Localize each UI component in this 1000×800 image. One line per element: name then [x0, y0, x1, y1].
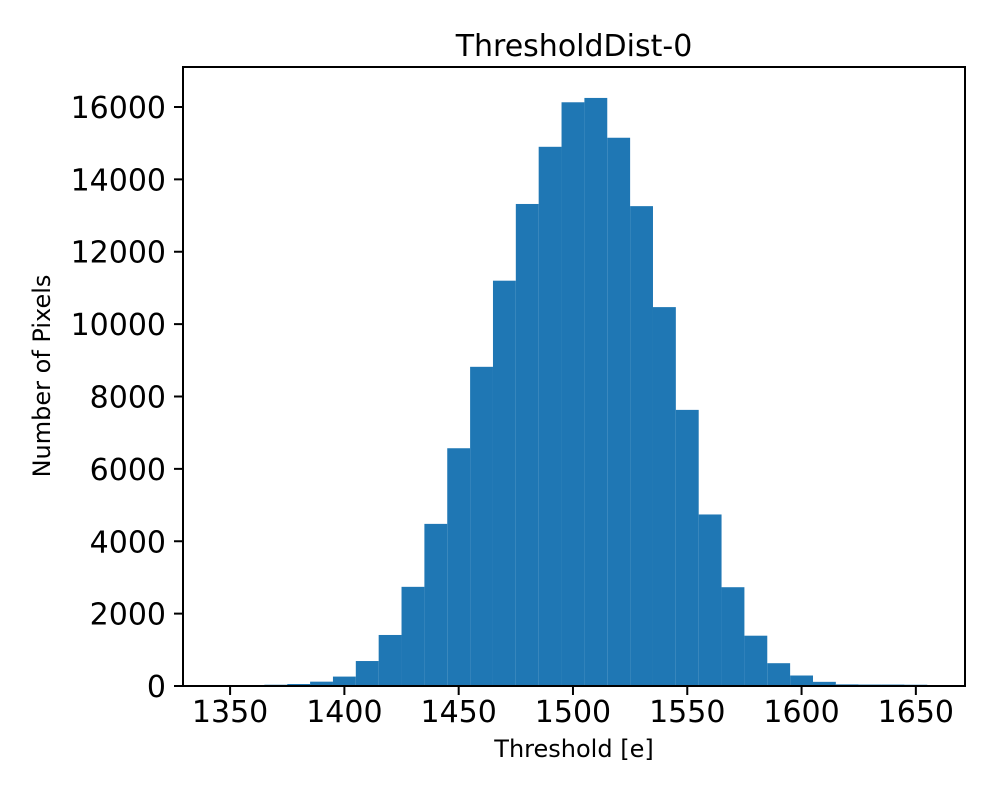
- histogram-bar: [355, 661, 379, 686]
- x-axis-label: Threshold [e]: [493, 735, 653, 763]
- histogram-bar: [630, 206, 653, 686]
- histogram-bar: [401, 586, 425, 686]
- x-tick-label: 1500: [535, 695, 611, 730]
- histogram-bar: [378, 634, 402, 686]
- histogram-bar: [492, 280, 516, 686]
- histogram-bar: [607, 137, 631, 686]
- histogram-bar: [721, 587, 745, 686]
- y-axis-label: Number of Pixels: [28, 275, 56, 478]
- x-tick-label: 1400: [306, 695, 382, 730]
- histogram-bar: [470, 366, 493, 686]
- y-tick-label: 14000: [71, 163, 166, 198]
- histogram-bar: [310, 681, 333, 686]
- x-tick-label: 1650: [878, 695, 954, 730]
- x-tick-label: 1550: [649, 695, 725, 730]
- histogram-bar: [332, 676, 356, 686]
- histogram-bar: [675, 409, 699, 686]
- x-tick-label: 1450: [421, 695, 497, 730]
- y-tick-label: 0: [147, 670, 166, 705]
- histogram-bar: [812, 681, 836, 686]
- histogram-bar: [561, 102, 585, 686]
- histogram-bar: [424, 523, 448, 686]
- chart-title: ThresholdDist-0: [455, 29, 693, 64]
- histogram-bar: [744, 635, 768, 686]
- x-tick-label: 1350: [192, 695, 268, 730]
- y-tick-label: 10000: [71, 308, 166, 343]
- x-axis-ticks: 1350 1400 1450 1500 1550 1600 1650: [192, 686, 954, 730]
- histogram-bar: [538, 146, 562, 687]
- plot-frame: [182, 66, 966, 687]
- histogram-bar: [652, 307, 676, 686]
- histogram-bar: [790, 675, 813, 686]
- y-tick-label: 2000: [90, 598, 166, 633]
- y-axis-ticks: 0 2000 4000 6000 8000 10000 12000 14000 16000: [71, 91, 183, 705]
- y-tick-label: 8000: [90, 380, 166, 415]
- y-tick-label: 6000: [90, 453, 166, 488]
- histogram-bar: [447, 448, 471, 686]
- x-tick-label: 1600: [763, 695, 839, 730]
- histogram-bar: [584, 97, 608, 686]
- y-tick-label: 16000: [71, 91, 166, 126]
- histogram-bar: [698, 514, 722, 686]
- histogram-bar: [767, 663, 791, 686]
- bars-group: [241, 97, 928, 687]
- y-tick-label: 12000: [71, 236, 166, 271]
- histogram-bar: [515, 203, 539, 686]
- y-tick-label: 4000: [90, 525, 166, 560]
